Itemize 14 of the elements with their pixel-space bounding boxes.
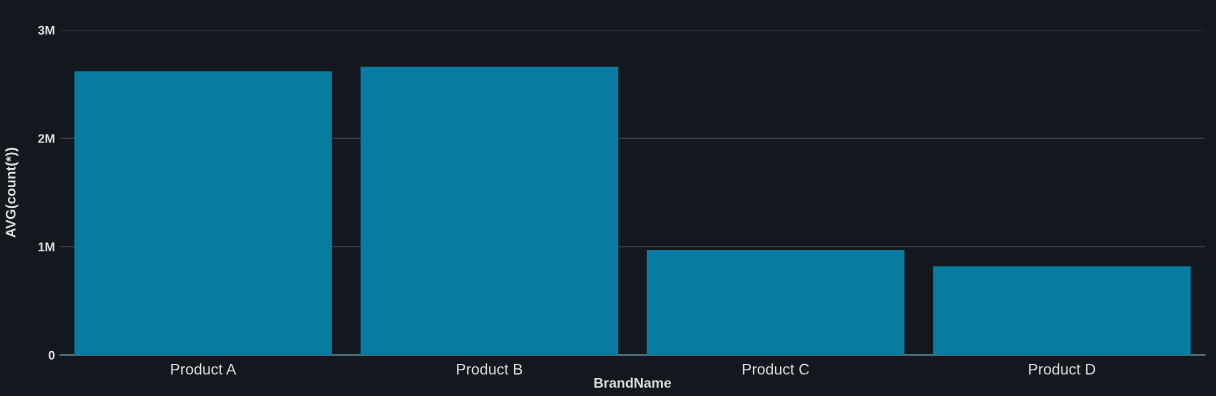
y-tick-label: 0 — [48, 350, 55, 360]
bar — [646, 249, 905, 355]
y-tick-label: 3M — [38, 25, 55, 35]
bar — [74, 71, 332, 355]
y-tick-label: 1M — [38, 242, 55, 252]
x-tick-label: Product A — [171, 363, 237, 375]
x-tick-label: Product D — [1029, 363, 1096, 375]
x-axis-title: BrandName — [594, 377, 671, 388]
x-tick-label: Product B — [457, 363, 523, 375]
bar — [933, 266, 1191, 355]
y-axis-title: AVG(count(*)) — [5, 147, 19, 238]
y-tick-label: 2M — [38, 134, 55, 143]
bar — [360, 66, 619, 355]
x-tick-label: Product C — [742, 363, 810, 375]
